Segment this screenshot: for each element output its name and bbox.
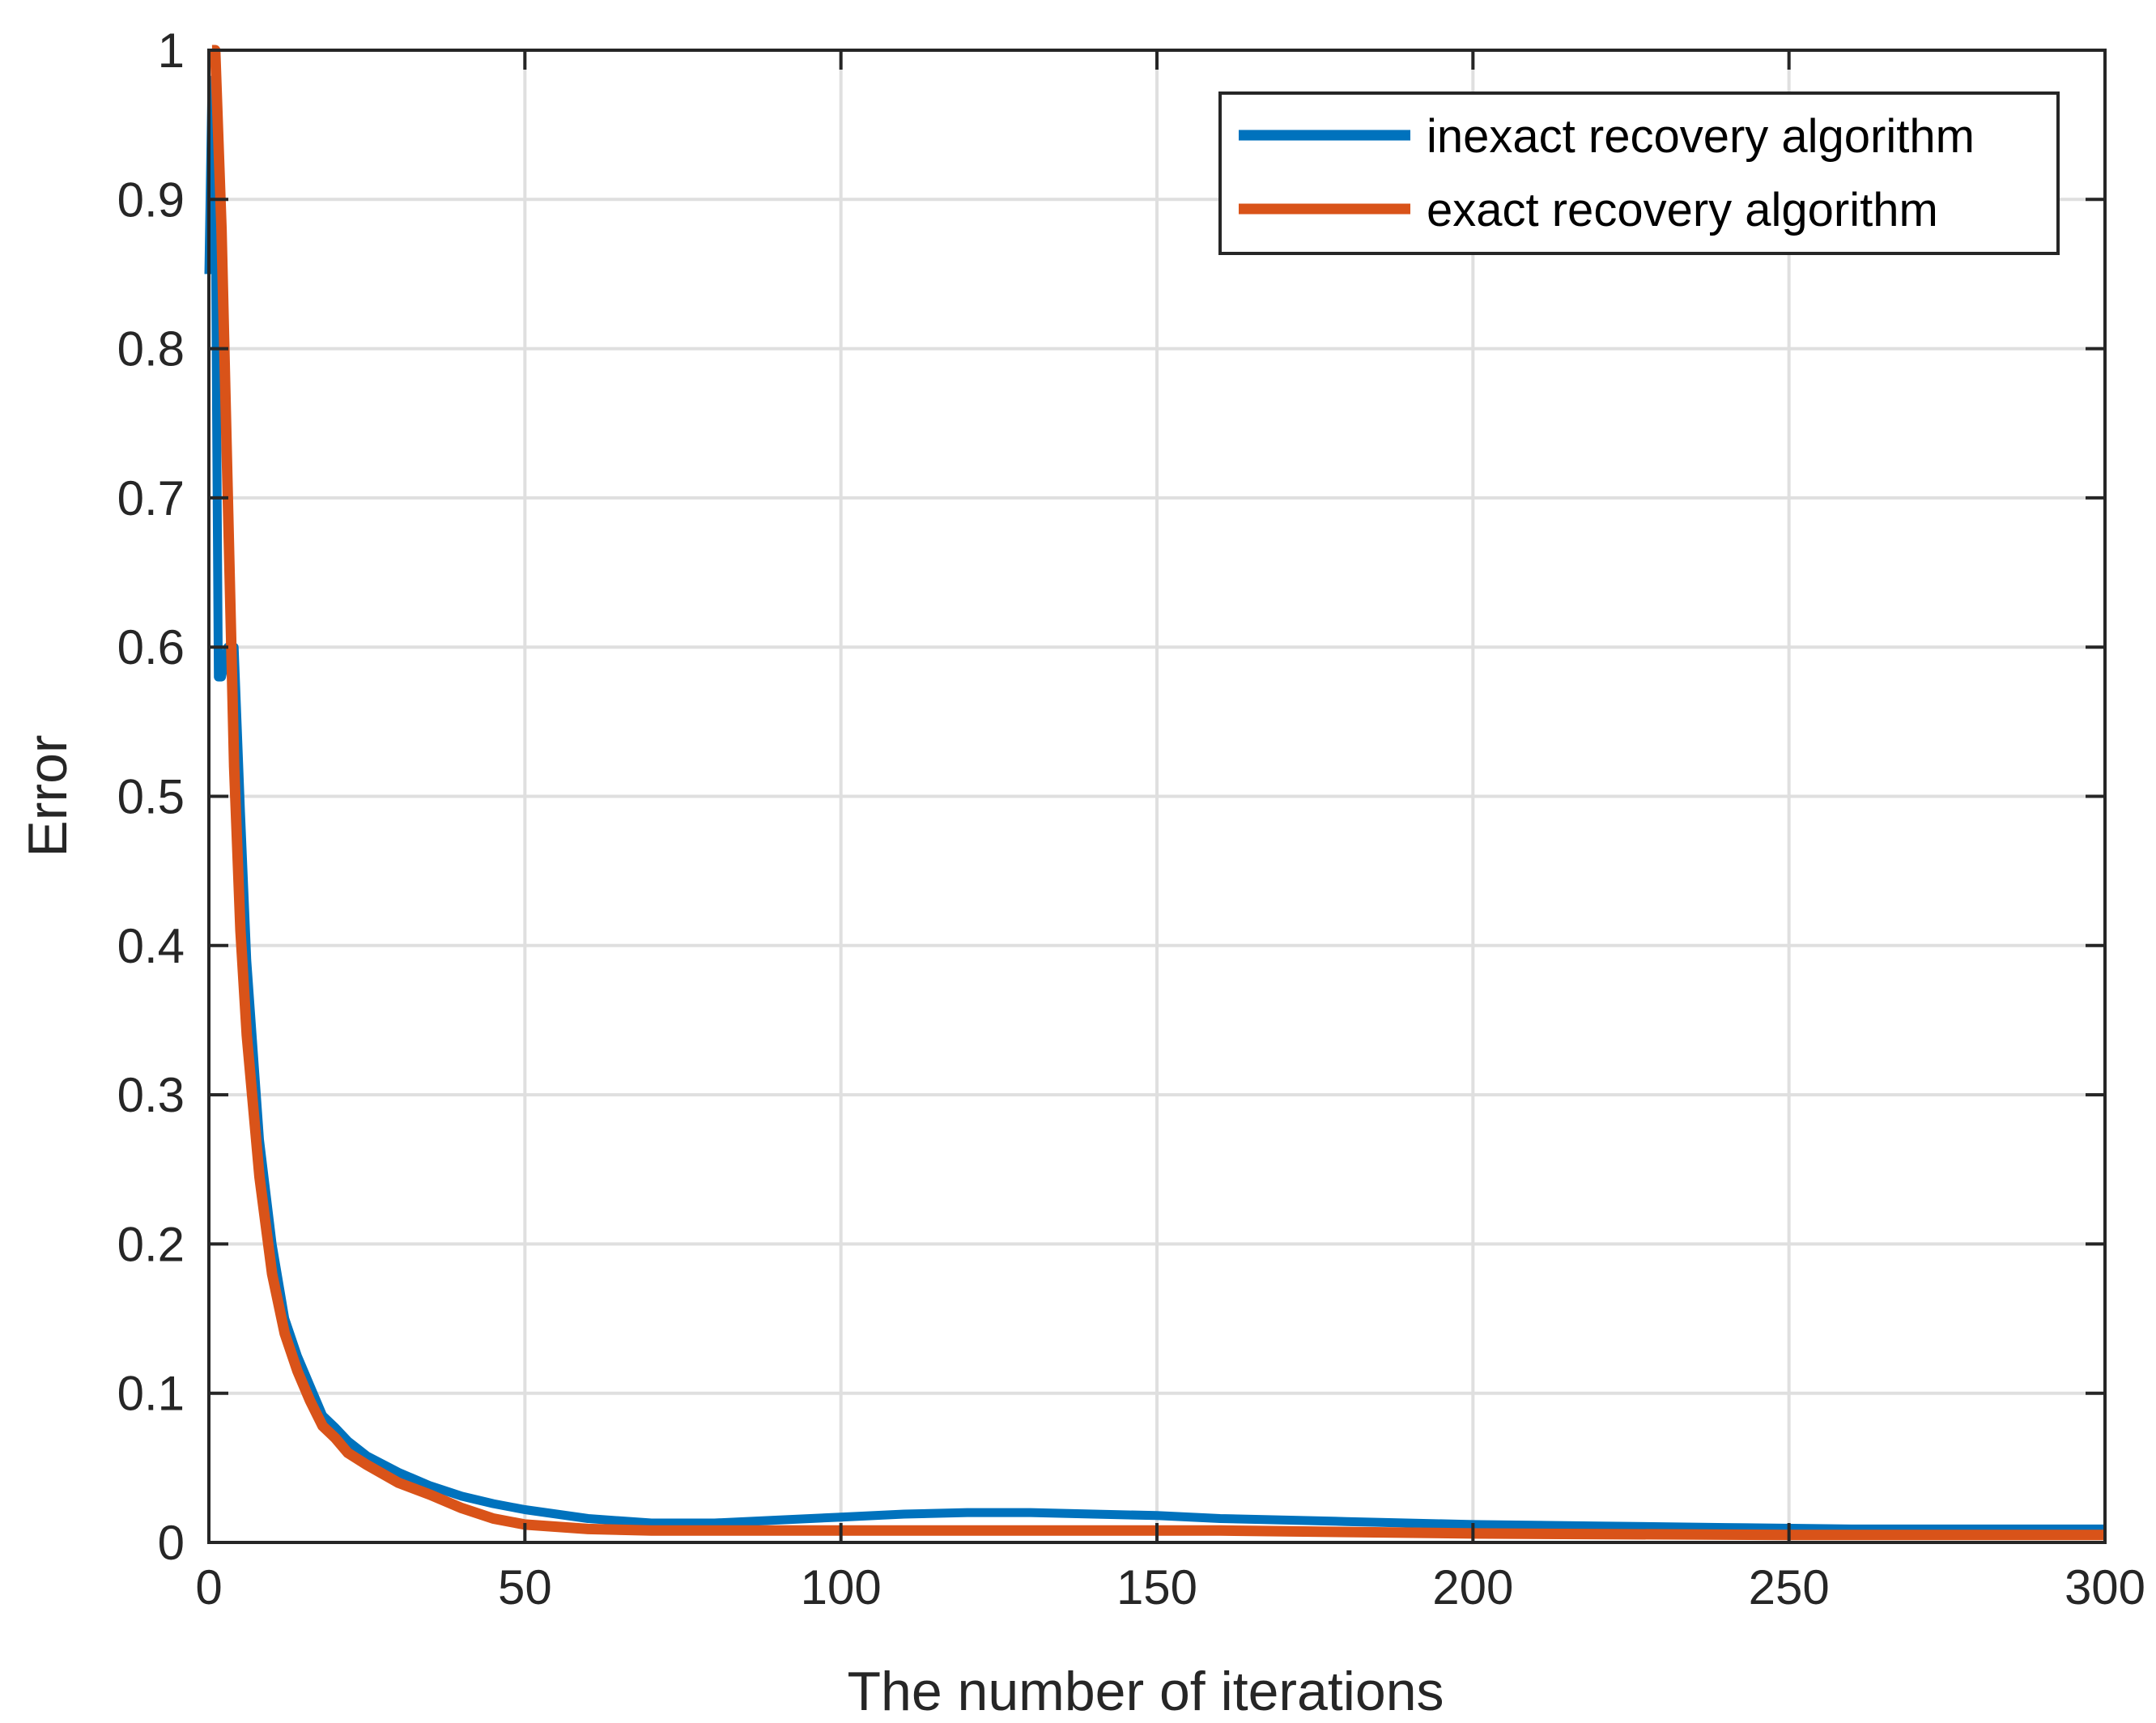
y-axis-title: Error	[17, 734, 79, 857]
y-tick-label: 0.7	[117, 471, 185, 525]
series-lines	[204, 45, 2105, 1541]
y-tick-label: 0.2	[117, 1217, 185, 1271]
x-tick-label: 250	[1749, 1560, 1830, 1615]
y-tick-label: 0.3	[117, 1068, 185, 1122]
legend-box	[1218, 91, 2060, 255]
y-tick-label: 1	[158, 23, 185, 78]
x-tick-label: 100	[801, 1560, 882, 1615]
legend-label-inexact: inexact recovery algorithm	[1427, 110, 1975, 163]
x-tick-label: 150	[1116, 1560, 1197, 1615]
y-tick-label: 0.8	[117, 322, 185, 377]
series-line-exact	[210, 45, 2105, 1541]
x-axis-title: The number of iterations	[847, 1661, 1444, 1722]
axis-ticks	[207, 49, 2107, 1544]
y-tick-label: 0.1	[117, 1367, 185, 1421]
x-tick-label: 50	[498, 1560, 552, 1615]
y-tick-label: 0.5	[117, 770, 185, 824]
x-tick-label: 0	[195, 1560, 222, 1615]
legend: inexact recovery algorithm exact recover…	[1218, 91, 2060, 255]
y-tick-label: 0.9	[117, 172, 185, 227]
y-tick-label: 0.4	[117, 919, 185, 973]
grid-lines	[209, 50, 2105, 1542]
x-tick-label: 200	[1432, 1560, 1513, 1615]
x-tick-labels: 0 50 100 150 200 250 300	[195, 1560, 2145, 1615]
x-tick-label: 300	[2065, 1560, 2145, 1615]
y-tick-label: 0	[158, 1516, 185, 1570]
legend-label-exact: exact recovery algorithm	[1427, 184, 1938, 236]
y-tick-label: 0.6	[117, 620, 185, 674]
y-tick-labels: 0 0.1 0.2 0.3 0.4 0.5 0.6 0.7 0.8 0.9 1	[117, 23, 185, 1570]
